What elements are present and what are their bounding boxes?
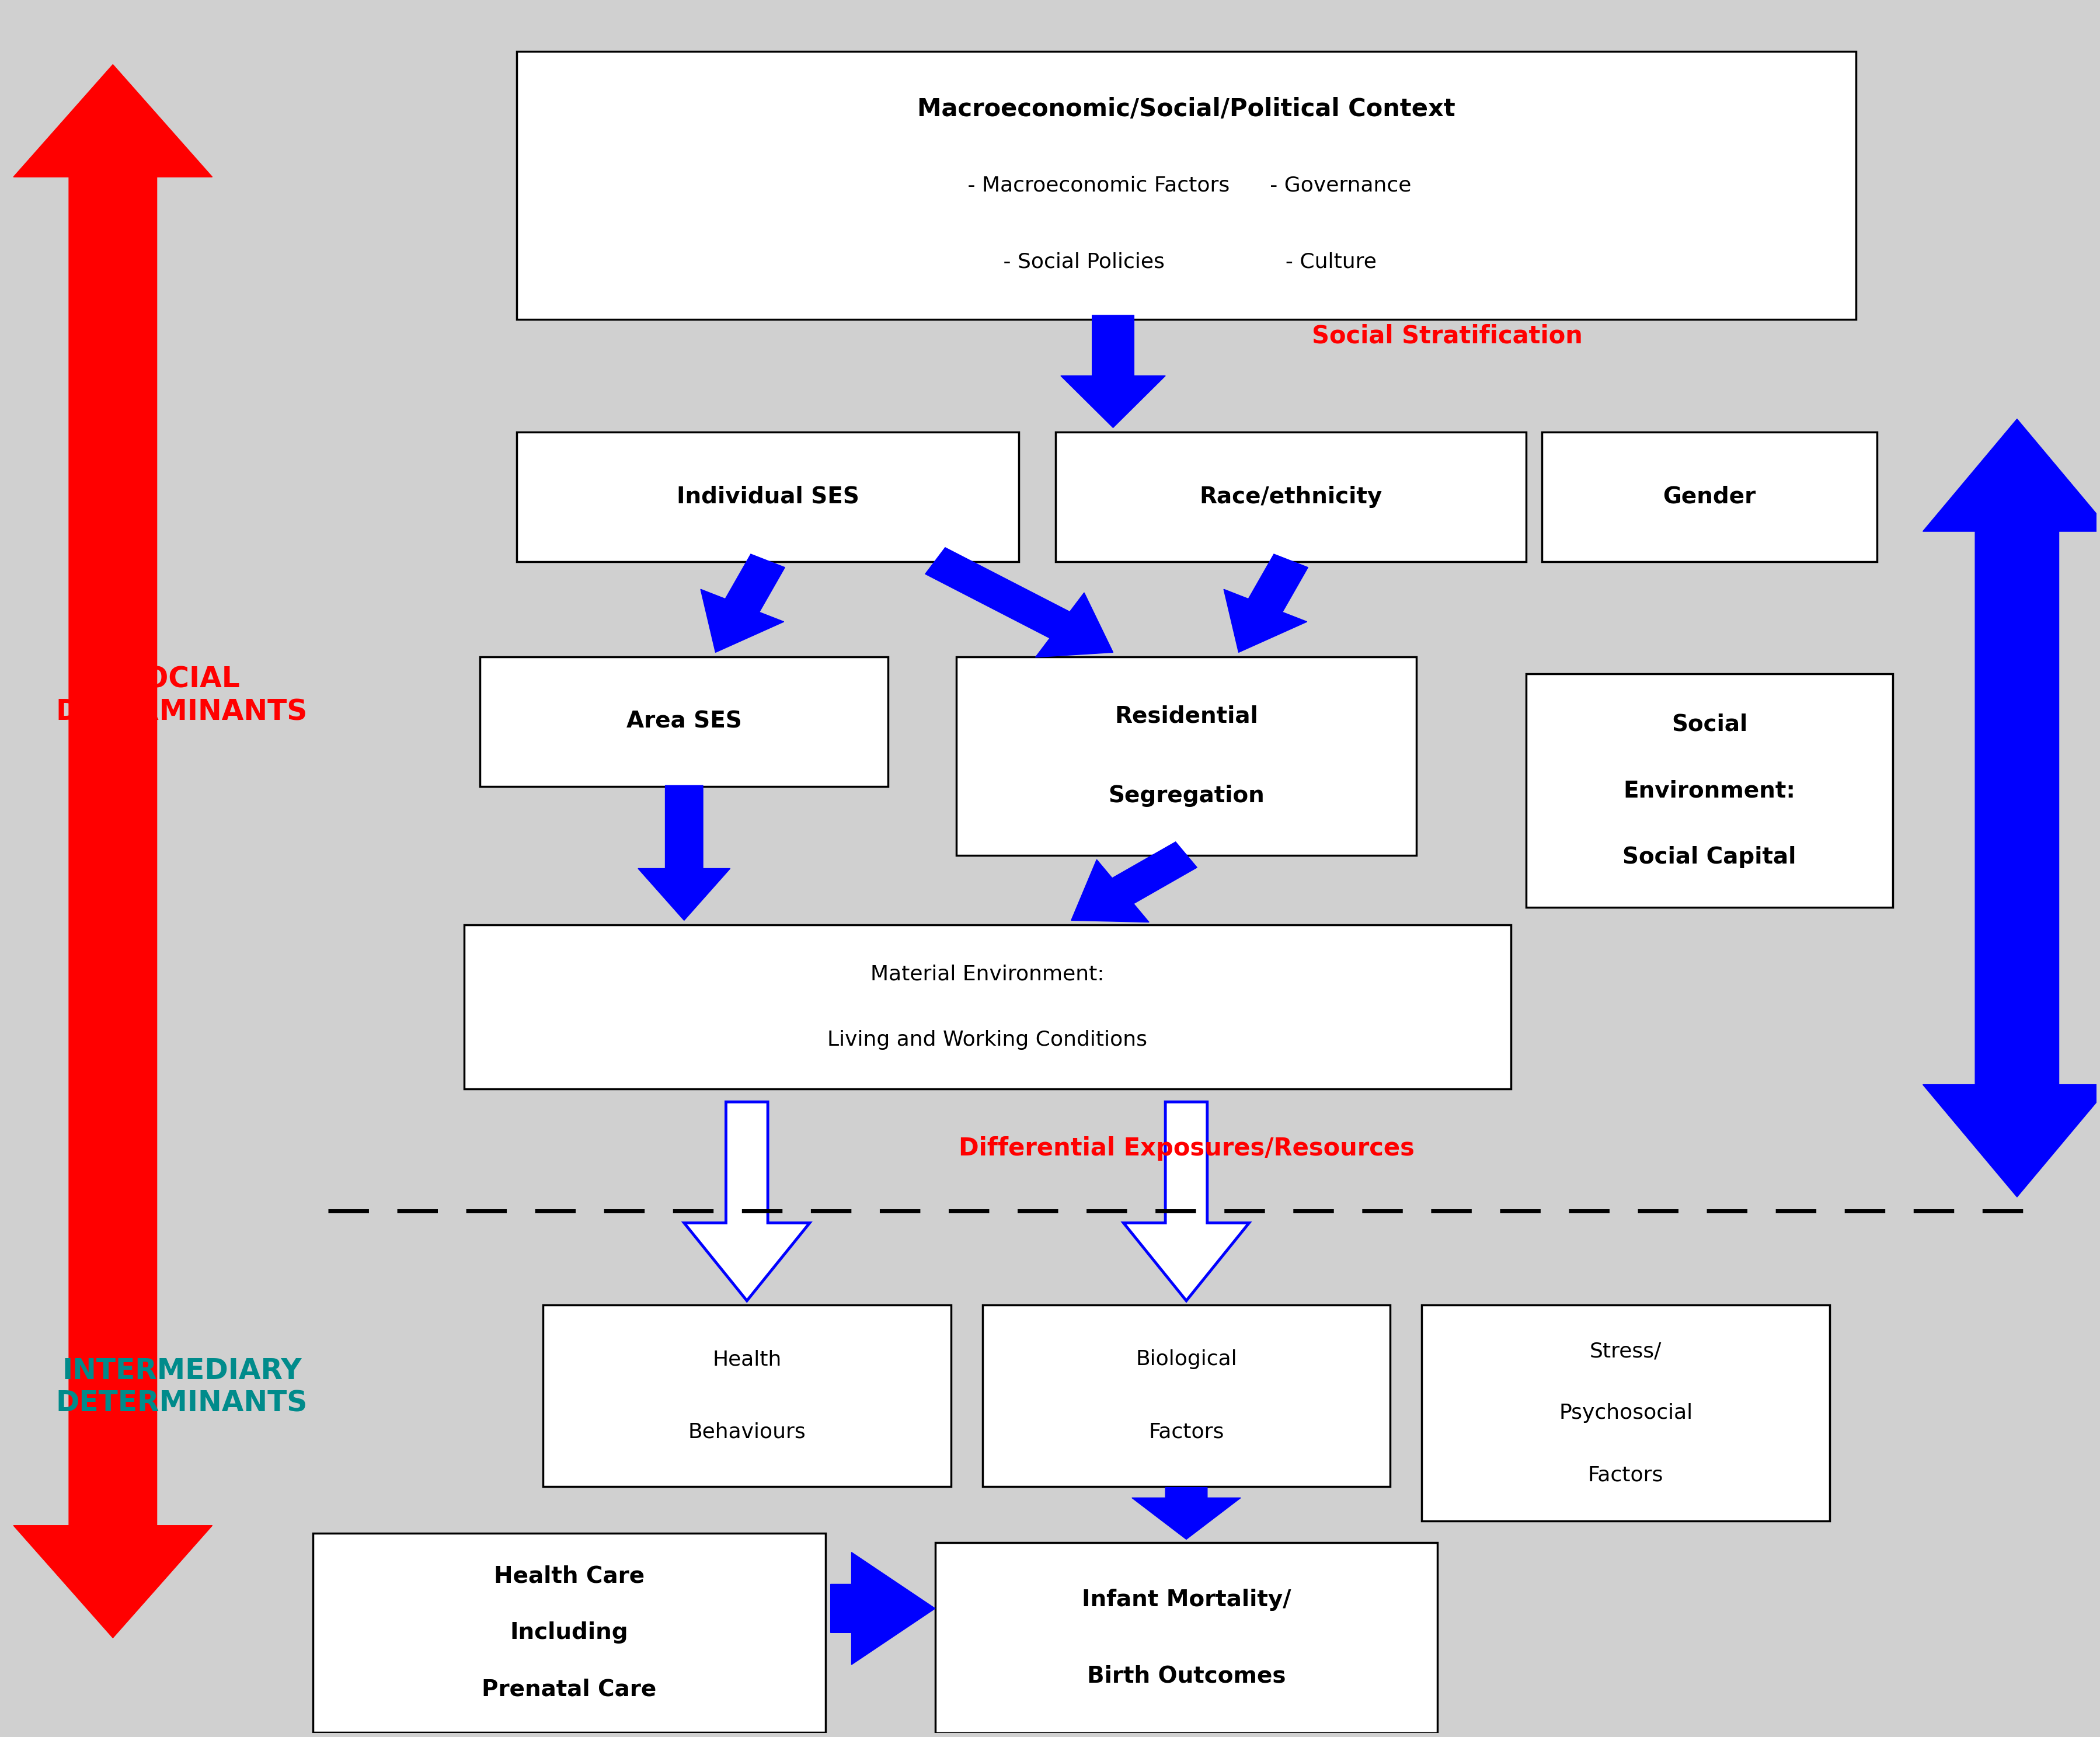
FancyBboxPatch shape — [464, 924, 1510, 1089]
FancyBboxPatch shape — [934, 1542, 1436, 1734]
Polygon shape — [1061, 314, 1166, 427]
FancyBboxPatch shape — [983, 1304, 1390, 1487]
Text: Individual SES: Individual SES — [676, 486, 859, 507]
Text: Macroeconomic/Social/Political Context: Macroeconomic/Social/Political Context — [918, 97, 1455, 122]
Polygon shape — [13, 64, 212, 1638]
Polygon shape — [701, 554, 785, 653]
Text: Factors: Factors — [1149, 1423, 1224, 1442]
Polygon shape — [1224, 554, 1308, 653]
Text: SOCIAL
DETERMINANTS: SOCIAL DETERMINANTS — [57, 665, 309, 726]
Text: Area SES: Area SES — [626, 710, 741, 733]
Text: Gender: Gender — [1663, 486, 1756, 507]
Polygon shape — [1124, 1101, 1250, 1301]
FancyBboxPatch shape — [517, 52, 1856, 320]
Polygon shape — [1071, 842, 1197, 922]
FancyBboxPatch shape — [517, 433, 1019, 561]
Text: Prenatal Care: Prenatal Care — [481, 1678, 655, 1701]
Text: Differential Exposures/Resources: Differential Exposures/Resources — [958, 1136, 1413, 1160]
Polygon shape — [924, 547, 1113, 657]
Text: Factors: Factors — [1588, 1464, 1663, 1485]
Text: Health: Health — [712, 1350, 781, 1369]
Text: - Macroeconomic Factors      - Governance: - Macroeconomic Factors - Governance — [962, 175, 1411, 196]
Polygon shape — [1922, 419, 2100, 1197]
Polygon shape — [638, 785, 731, 921]
Text: Including: Including — [510, 1622, 628, 1643]
Text: Social Capital: Social Capital — [1621, 846, 1796, 868]
Text: Residential: Residential — [1115, 705, 1258, 728]
Text: Environment:: Environment: — [1623, 780, 1796, 802]
Text: Biological: Biological — [1136, 1350, 1237, 1369]
Text: Infant Mortality/: Infant Mortality/ — [1082, 1589, 1292, 1610]
Text: - Social Policies                  - Culture: - Social Policies - Culture — [995, 252, 1376, 273]
FancyBboxPatch shape — [313, 1534, 825, 1732]
Text: Social: Social — [1672, 712, 1747, 735]
Text: Stress/: Stress/ — [1590, 1341, 1661, 1362]
Text: Behaviours: Behaviours — [689, 1423, 806, 1442]
FancyBboxPatch shape — [1527, 674, 1892, 907]
FancyBboxPatch shape — [1422, 1304, 1829, 1522]
Text: Living and Working Conditions: Living and Working Conditions — [827, 1030, 1147, 1049]
Text: Psychosocial: Psychosocial — [1558, 1403, 1693, 1423]
Text: INTERMEDIARY
DETERMINANTS: INTERMEDIARY DETERMINANTS — [57, 1357, 309, 1417]
FancyBboxPatch shape — [1054, 433, 1527, 561]
Text: Health Care: Health Care — [494, 1565, 645, 1588]
Polygon shape — [1132, 1487, 1241, 1539]
Text: Race/ethnicity: Race/ethnicity — [1199, 486, 1382, 507]
Text: Social Stratification: Social Stratification — [1312, 323, 1581, 347]
FancyBboxPatch shape — [956, 657, 1415, 856]
Text: Material Environment:: Material Environment: — [869, 964, 1105, 983]
Polygon shape — [830, 1553, 934, 1664]
FancyBboxPatch shape — [1541, 433, 1875, 561]
Text: Birth Outcomes: Birth Outcomes — [1086, 1664, 1285, 1687]
Polygon shape — [685, 1101, 808, 1301]
Text: Segregation: Segregation — [1109, 785, 1264, 808]
FancyBboxPatch shape — [542, 1304, 951, 1487]
FancyBboxPatch shape — [481, 657, 888, 787]
